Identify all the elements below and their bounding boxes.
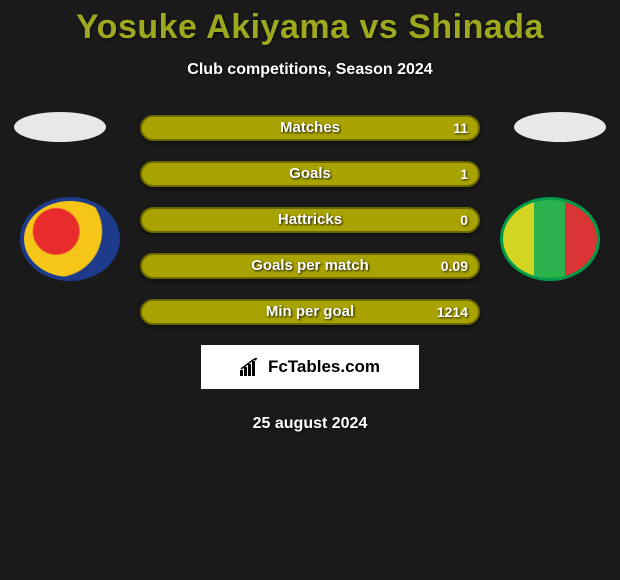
player-marker-right <box>514 112 606 142</box>
stat-bar <box>140 299 480 325</box>
stat-value-right: 11 <box>453 115 468 141</box>
chart-icon <box>240 358 262 376</box>
stat-bar <box>140 207 480 233</box>
stat-row: Matches 11 <box>140 115 480 139</box>
stat-row: Min per goal 1214 <box>140 299 480 323</box>
page-title: Yosuke Akiyama vs Shinada <box>0 8 620 47</box>
page-subtitle: Club competitions, Season 2024 <box>0 61 620 79</box>
stat-bar <box>140 161 480 187</box>
jef-logo <box>500 197 600 281</box>
stat-row: Goals 1 <box>140 161 480 185</box>
brand-label: FcTables.com <box>268 357 380 377</box>
stat-value-right: 0 <box>460 207 468 233</box>
stat-row: Hattricks 0 <box>140 207 480 231</box>
date-label: 25 august 2024 <box>0 415 620 433</box>
stat-value-right: 1214 <box>437 299 468 325</box>
player-marker-left <box>14 112 106 142</box>
comparison-widget: Yosuke Akiyama vs Shinada Club competiti… <box>0 0 620 433</box>
brand-link[interactable]: FcTables.com <box>201 345 419 389</box>
stats-section: Matches 11 Goals 1 Hattricks 0 Goals per… <box>0 115 620 433</box>
stat-value-right: 0.09 <box>441 253 468 279</box>
stat-value-right: 1 <box>460 161 468 187</box>
vegalta-logo <box>20 197 120 281</box>
stat-row: Goals per match 0.09 <box>140 253 480 277</box>
stat-bar <box>140 115 480 141</box>
stat-bar <box>140 253 480 279</box>
